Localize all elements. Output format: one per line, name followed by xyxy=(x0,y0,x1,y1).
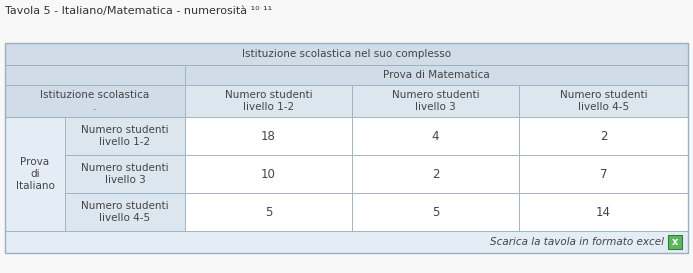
Bar xyxy=(185,117,352,155)
Text: 7: 7 xyxy=(599,168,607,180)
Text: x: x xyxy=(672,237,678,247)
Text: Scarica la tavola in formato excel: Scarica la tavola in formato excel xyxy=(490,237,664,247)
Text: 14: 14 xyxy=(596,206,611,218)
Text: Prova di Matematica: Prova di Matematica xyxy=(383,70,490,80)
Bar xyxy=(185,155,352,193)
Text: Istituzione scolastica
.: Istituzione scolastica . xyxy=(40,90,150,112)
Bar xyxy=(5,43,688,65)
Bar xyxy=(352,85,519,117)
Text: 5: 5 xyxy=(265,206,272,218)
Bar xyxy=(5,85,185,117)
Text: Numero studenti
livello 3: Numero studenti livello 3 xyxy=(392,90,480,112)
Bar xyxy=(5,117,65,231)
Text: Istituzione scolastica nel suo complesso: Istituzione scolastica nel suo complesso xyxy=(242,49,451,59)
Bar xyxy=(65,155,185,193)
Bar xyxy=(185,193,352,231)
Text: 2: 2 xyxy=(599,129,607,143)
Bar xyxy=(668,235,682,249)
Text: 5: 5 xyxy=(432,206,439,218)
Bar xyxy=(65,193,185,231)
Text: Numero studenti
livello 4-5: Numero studenti livello 4-5 xyxy=(81,201,169,223)
Bar xyxy=(519,193,688,231)
Text: Numero studenti
livello 4-5: Numero studenti livello 4-5 xyxy=(560,90,647,112)
Bar xyxy=(352,117,519,155)
Text: 18: 18 xyxy=(261,129,276,143)
Text: Numero studenti
livello 1-2: Numero studenti livello 1-2 xyxy=(81,125,169,147)
Text: Tavola 5 - Italiano/Matematica - numerosità ¹⁰ ¹¹: Tavola 5 - Italiano/Matematica - numeros… xyxy=(5,6,272,16)
Bar xyxy=(185,85,352,117)
Bar xyxy=(185,65,688,85)
Text: 2: 2 xyxy=(432,168,439,180)
Bar xyxy=(519,155,688,193)
Bar xyxy=(352,155,519,193)
Bar xyxy=(352,193,519,231)
Bar xyxy=(5,65,185,85)
Bar xyxy=(519,85,688,117)
Bar xyxy=(5,231,688,253)
Text: Numero studenti
livello 3: Numero studenti livello 3 xyxy=(81,163,169,185)
Bar xyxy=(65,117,185,155)
Text: 10: 10 xyxy=(261,168,276,180)
Bar xyxy=(5,43,688,253)
Bar xyxy=(519,117,688,155)
Text: Numero studenti
livello 1-2: Numero studenti livello 1-2 xyxy=(225,90,313,112)
Text: Prova
di
Italiano: Prova di Italiano xyxy=(15,157,55,191)
Text: 4: 4 xyxy=(432,129,439,143)
